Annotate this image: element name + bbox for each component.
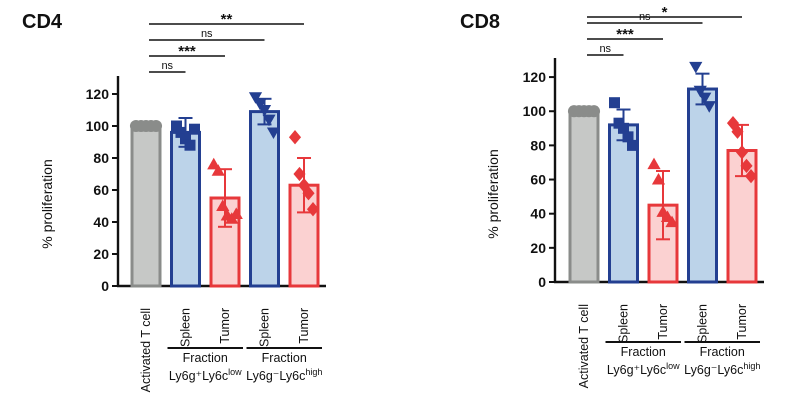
y-tick-label: 0 [538,274,546,290]
data-point [740,158,753,174]
y-tick-label: 40 [530,206,546,222]
x-tick-label: Spleen [696,304,710,343]
data-point [288,130,302,145]
data-point [665,215,679,228]
data-point [689,61,703,74]
x-tick-label: Activated T cell [139,308,153,392]
bar [249,110,280,288]
bar [687,87,718,284]
data-point [293,166,306,182]
data-point [257,105,272,117]
data-point [726,116,740,131]
chart-title: CD4 [22,11,63,33]
data-point [302,186,315,201]
cd8-panel: CD8 0 20 40 60 80 100 120 % proliferation Activat… [460,4,764,388]
bar [170,130,201,288]
significance-label: ns [599,43,611,55]
data-point [266,127,281,139]
x-tick-label: Tumor [656,304,670,340]
y-axis-label: % proliferation [39,159,55,249]
y-tick-label: 100 [86,118,110,134]
significance-label: * [662,4,668,21]
group-label: Fraction [700,345,745,359]
data-point [609,97,620,109]
data-point [651,172,666,185]
bar [130,124,162,288]
data-point [180,133,191,145]
data-point [297,178,311,193]
data-point [216,199,230,211]
x-tick-label: Spleen [258,308,272,347]
group-sublabel: Ly6g⁺Ly6clow [607,361,680,377]
data-point [253,98,267,111]
y-tick-label: 120 [86,86,110,102]
data-point [189,123,200,135]
y-tick-label: 120 [523,69,547,85]
x-tick-label: Activated T cell [577,304,591,388]
x-tick-label: Spleen [617,304,631,343]
chart-title: CD8 [460,11,500,33]
significance-label: *** [616,26,634,43]
group-sublabel: Ly6g⁻Ly6chigh [246,367,322,383]
data-point [175,126,187,138]
y-tick-label: 80 [93,150,109,166]
bar [608,123,639,284]
x-tick-label: Tumor [297,308,311,344]
data-point [698,92,712,105]
data-point [702,101,716,113]
data-point [262,114,276,127]
group-label: Fraction [621,345,666,359]
group-sublabel: Ly6g⁻Ly6chigh [684,361,760,377]
x-tick-label: Spleen [179,308,193,347]
data-point [618,122,629,134]
data-point [627,139,638,151]
group-label: Fraction [183,351,228,365]
data-point [587,105,601,118]
y-tick-label: 60 [530,172,546,188]
cd4-panel: CD4 0 20 40 60 80 100 120 % proliferation Activat… [22,11,326,392]
y-tick-label: 20 [530,240,546,256]
data-point [731,124,744,139]
data-point [744,168,758,184]
data-point [211,164,225,176]
significance-label: ** [221,11,233,28]
significance-label: *** [178,43,196,60]
y-tick-label: 0 [101,278,109,294]
data-point [149,119,163,133]
y-axis-label: % proliferation [485,149,501,239]
y-tick-label: 20 [93,246,109,262]
data-point [693,85,707,98]
significance-label: ns [201,28,213,40]
data-point [184,139,196,151]
y-tick-label: 60 [93,182,109,198]
data-point [735,145,749,160]
data-point [622,131,634,143]
group-label: Fraction [262,351,307,365]
significance-label: ns [161,60,173,72]
data-point [171,120,182,132]
data-point [647,157,661,170]
x-tick-label: Tumor [735,304,749,340]
y-tick-label: 100 [523,103,547,119]
data-point [229,207,243,219]
bar [568,109,600,284]
group-sublabel: Ly6g⁺Ly6clow [169,367,242,383]
y-tick-label: 80 [530,137,546,153]
x-tick-label: Tumor [218,308,232,344]
data-point [248,92,263,104]
data-point [306,202,320,217]
y-tick-label: 40 [93,214,109,230]
